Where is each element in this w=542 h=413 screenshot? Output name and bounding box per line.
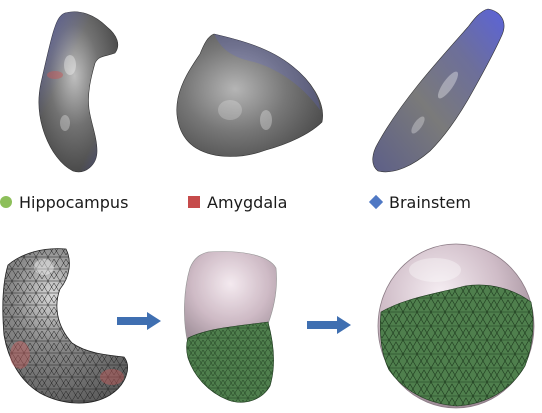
brainstem-surface: [368, 5, 518, 180]
legend-label: Hippocampus: [19, 193, 128, 212]
legend-label: Amygdala: [207, 193, 287, 212]
hippocampus-surface: [25, 5, 130, 180]
full-sphere-mesh: [375, 242, 537, 410]
partial-sphere-mesh: [178, 248, 288, 408]
legend-label: Brainstem: [389, 193, 471, 212]
arrow-right-icon: [307, 316, 351, 334]
legend-item-amygdala: Amygdala: [188, 190, 287, 214]
diamond-marker-icon: [369, 195, 383, 209]
square-marker-icon: [188, 196, 200, 208]
legend-item-brainstem: Brainstem: [370, 190, 471, 214]
legend-item-hippocampus: Hippocampus: [0, 190, 128, 214]
arrow-right-icon: [117, 312, 161, 330]
circle-marker-icon: [0, 196, 12, 208]
amygdala-surface: [170, 30, 330, 165]
